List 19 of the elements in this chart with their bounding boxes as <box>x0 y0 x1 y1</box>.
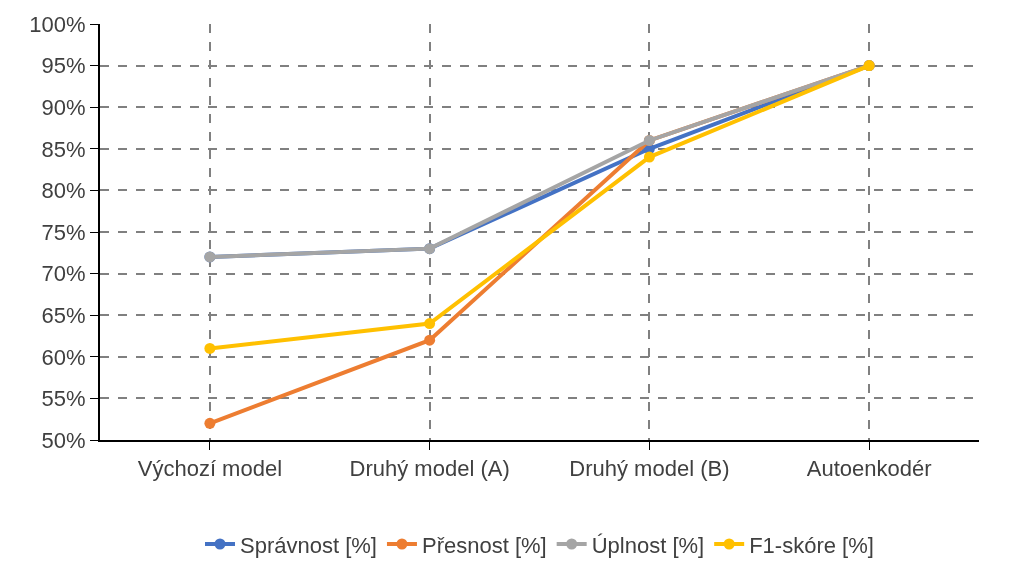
y-tick-label: 90% <box>41 94 86 120</box>
legend-label: Správnost [%] <box>240 532 377 558</box>
x-tick-label: Autoenkodér <box>806 456 932 482</box>
y-tick-label: 80% <box>41 178 86 204</box>
y-tick-label: 55% <box>41 386 86 412</box>
y-tick-label: 70% <box>41 261 86 287</box>
y-tick-label: 65% <box>41 302 86 328</box>
x-tick-label: Druhý model (A) <box>349 456 510 482</box>
legend-label: Úplnost [%] <box>591 532 705 558</box>
y-tick-label: 100% <box>29 11 86 37</box>
y-tick-label: 50% <box>41 427 86 453</box>
y-tick-label: 95% <box>41 53 86 79</box>
x-tick-label: Druhý model (B) <box>569 456 730 482</box>
y-tick-label: 75% <box>41 219 86 245</box>
y-tick-label: 85% <box>41 136 86 162</box>
legend-label: F1-skóre [%] <box>749 532 874 558</box>
y-tick-label: 60% <box>41 344 86 370</box>
legend-label: Přesnost [%] <box>421 532 547 558</box>
x-tick-label: Výchozí model <box>137 456 283 482</box>
